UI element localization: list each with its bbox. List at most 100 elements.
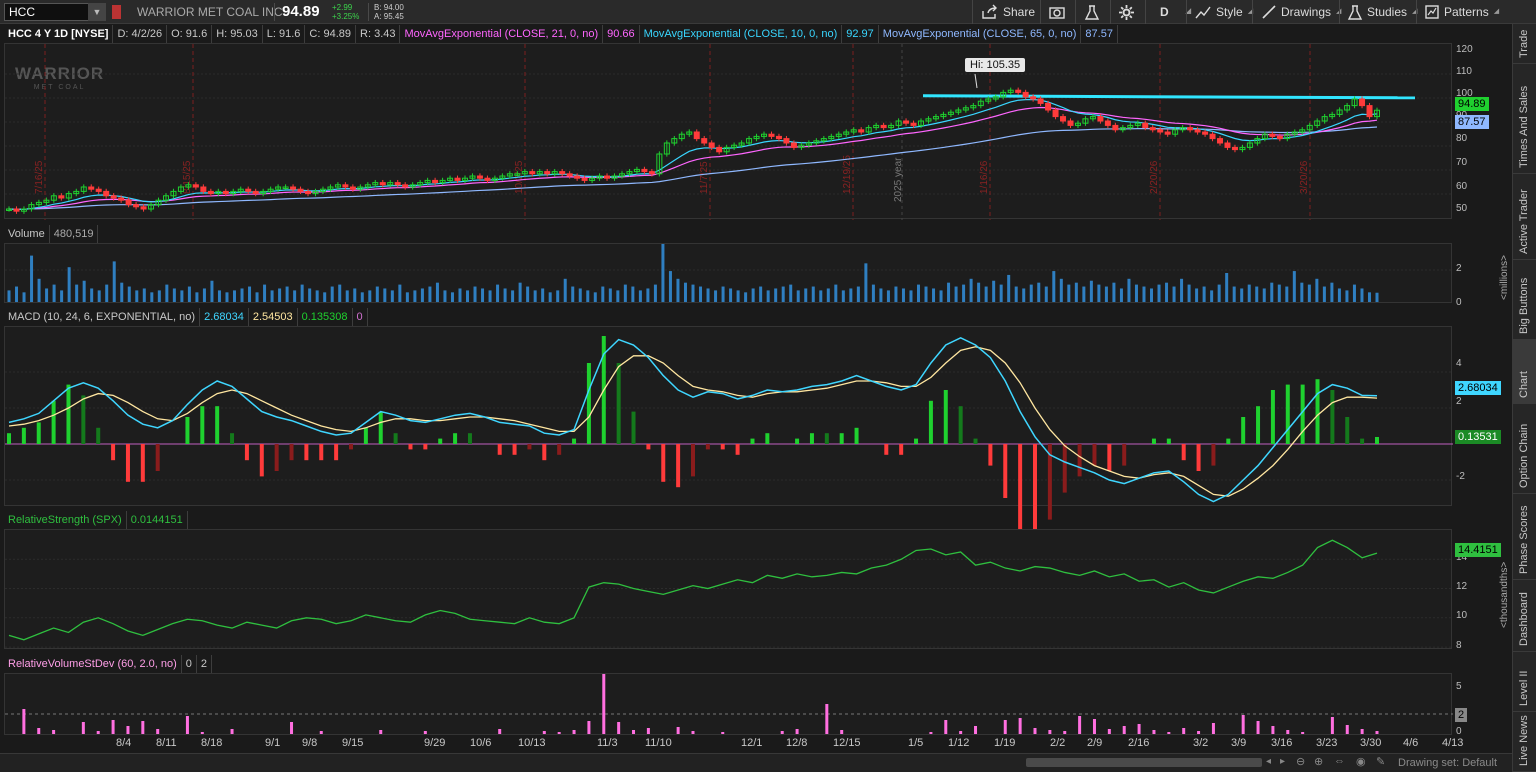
drawings-button[interactable]: Drawings ◢ [1262,0,1341,24]
snapshot-button[interactable] [1049,0,1065,24]
sidebar-tab-active-trader[interactable]: Active Trader [1513,174,1536,260]
rvs-panel[interactable] [4,673,1453,736]
candle-body [574,175,581,179]
patterns-button[interactable]: Patterns ◢ [1425,0,1499,24]
rvs-bar [780,731,784,734]
candle-body [140,206,147,210]
studies-button[interactable]: Studies ◢ [1347,0,1417,24]
period-button[interactable]: D ◢ [1160,0,1191,24]
volume-bar [45,288,49,302]
sidebar-tab-trade[interactable]: Trade [1513,24,1536,64]
candle-body [693,131,700,140]
sidebar-tab-option-chain[interactable]: Option Chain [1513,404,1536,494]
volume-bar [466,290,470,302]
candle-body [1089,116,1096,120]
volume-bar [293,290,297,302]
pencil-icon[interactable]: ✎ [1376,756,1386,768]
year-marker: 2025 year [893,157,904,202]
price-panel[interactable]: WARRIOR MET COAL 7/16/25 8/15/25 10/2/25 11… [4,43,1453,220]
candle-body [1097,116,1104,122]
drawing-set-label[interactable]: Drawing set: Default [1398,757,1498,769]
rvs-bar [587,721,591,734]
macd-histogram-bar [1330,390,1335,444]
chart-scrollbar[interactable]: ◂ ▸ ⊖ ⊕ ⇔ ◉ ✎ Drawing set: Default [0,753,1512,772]
share-button[interactable]: Share [982,0,1035,24]
candle-body [1067,120,1074,126]
volume-bar [676,278,680,302]
rvs-chart[interactable] [5,674,1453,736]
candle-body [148,204,155,210]
price-study-header: HCC 4 Y 1D [NYSE] D: 4/2/26 O: 91.6 H: 9… [4,25,1118,43]
volume-bar [1037,282,1041,302]
zoom-out-icon[interactable]: ⊖ [1296,756,1306,768]
volume-bar [1322,286,1326,302]
scroll-right-icon[interactable]: ▸ [1280,756,1286,767]
sidebar-tab-live-news[interactable]: Live News [1513,712,1536,772]
volume-bar [1014,286,1018,302]
macd-panel[interactable] [4,326,1453,531]
sidebar-tab-chart[interactable]: Chart [1513,340,1536,404]
candle-body [469,175,476,179]
sidebar-tab-phase-scores[interactable]: Phase Scores [1513,494,1536,580]
macd-histogram-bar [66,384,71,444]
volume-bar [300,284,304,302]
flask-button[interactable] [1084,0,1100,24]
event-date-label: 8/15/25 [182,160,193,194]
volume-bar [405,292,409,302]
volume-chart[interactable] [5,244,1453,304]
volume-panel[interactable] [4,243,1453,304]
macd-histogram-bar [230,433,235,444]
volume-bar [683,282,687,302]
sidebar-tab-dashboard[interactable]: Dashboard [1513,580,1536,652]
volume-bar [593,292,597,302]
candle-body [977,100,984,107]
volume-bar [345,290,349,302]
symbol-flag-icon[interactable] [112,5,121,19]
symbol-dropdown-icon[interactable]: ▼ [88,3,106,21]
macd-histogram-bar [661,444,666,482]
macd-histogram-bar [512,444,517,455]
volume-bar [1195,288,1199,302]
ema65-label[interactable]: MovAvgExponential (CLOSE, 65, 0, no) [879,25,1082,43]
volume-bar [1360,288,1364,302]
sidebar-tab-level-ii[interactable]: Level II [1513,652,1536,712]
candle-body [1104,120,1111,126]
ema10-label[interactable]: MovAvgExponential (CLOSE, 10, 0, no) [640,25,843,43]
price-chart[interactable]: 7/16/25 8/15/25 10/2/25 11/7/25 12/19/25 1/16… [5,44,1453,220]
sidebar-tab-big-buttons[interactable]: Big Buttons [1513,260,1536,340]
volume-bar [1277,284,1281,302]
rvs-header: RelativeVolumeStDev (60, 2.0, no) 0 2 [4,655,213,673]
volume-bar [420,288,424,302]
volume-bar [240,288,244,302]
date-axis-tick: 3/2 [1193,737,1209,749]
symbol-input[interactable]: HCC [4,3,106,21]
rs-chart[interactable] [5,530,1453,650]
scroll-thumb[interactable] [1026,758,1262,767]
macd-histogram-bar [1211,444,1216,466]
macd-histogram-bar [334,444,339,461]
rvs-bar [1063,731,1067,734]
zoom-in-icon[interactable]: ⊕ [1314,756,1324,768]
settings-button[interactable] [1119,0,1134,24]
candle-body [783,138,790,144]
volume-bar [225,292,229,302]
date-axis-tick: 2/9 [1087,737,1103,749]
volume-bar [668,271,672,302]
macd-chart[interactable] [5,327,1453,531]
share-icon [982,4,997,19]
scroll-left-icon[interactable]: ◂ [1266,756,1272,767]
zoom-fit-icon[interactable]: ⇔ [1334,755,1345,767]
style-button[interactable]: Style ◢ [1195,0,1253,24]
sidebar-tab-times-and-sales[interactable]: Times And Sales [1513,64,1536,174]
candle-body [454,177,461,181]
candle-body [910,122,917,126]
ema21-label[interactable]: MovAvgExponential (CLOSE, 21, 0, no) [400,25,604,43]
price-axis-tick: 100 [1456,88,1473,99]
sidebar-tab-label: Phase Scores [1518,505,1530,574]
date-axis-tick: 1/12 [948,737,970,749]
rs-panel[interactable] [4,529,1453,650]
macd-value-tag: 2.68034 [1455,381,1501,395]
eye-icon[interactable]: ◉ [1356,756,1366,768]
date-axis-tick: 3/16 [1271,737,1293,749]
volume-bar [1165,282,1169,302]
